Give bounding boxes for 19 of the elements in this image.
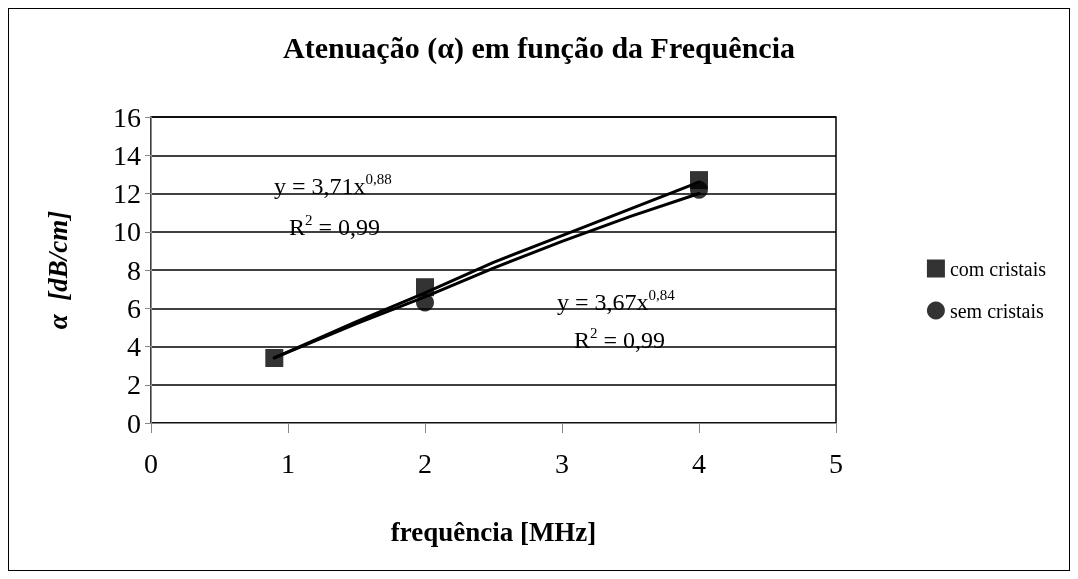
y-tick-label: 0 xyxy=(127,407,141,439)
x-tick-label: 1 xyxy=(281,447,295,479)
x-axis-title: frequência [MHz] xyxy=(390,516,597,547)
y-tick-label: 16 xyxy=(113,101,141,133)
y-tick-label: 6 xyxy=(127,292,141,324)
y-tick-label: 8 xyxy=(127,254,141,286)
x-tick-label: 2 xyxy=(418,447,432,479)
y-tick-label: 2 xyxy=(127,369,141,401)
y-axis-title: α [dB/cm] xyxy=(42,210,73,330)
y-tick-label: 14 xyxy=(113,139,141,171)
legend-label: sem cristais xyxy=(949,299,1044,322)
chart-title: Atenuação (α) em função da Frequência xyxy=(283,30,795,65)
y-tick-label: 4 xyxy=(127,331,141,362)
x-tick-label: 3 xyxy=(555,447,569,479)
x-tick-label: 5 xyxy=(829,447,843,479)
y-tick-label: 12 xyxy=(113,178,141,209)
y-tick-label: 10 xyxy=(113,216,141,248)
legend-label: com cristais xyxy=(949,257,1047,280)
x-tick-label: 4 xyxy=(692,447,706,479)
